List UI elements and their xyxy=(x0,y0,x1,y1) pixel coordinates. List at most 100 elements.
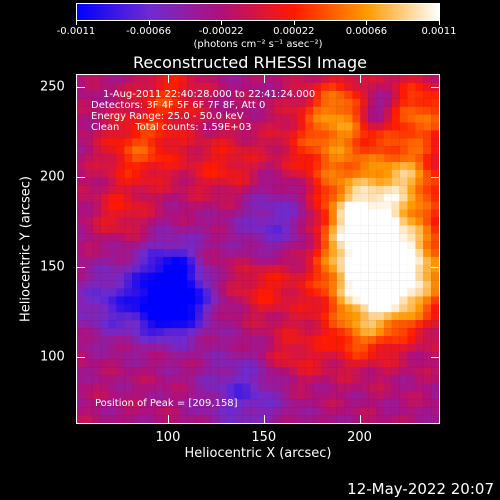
heatmap-cell xyxy=(147,304,156,313)
heatmap-cell xyxy=(124,336,133,345)
heatmap-cell xyxy=(100,272,109,281)
heatmap-cell xyxy=(218,359,227,368)
heatmap-cell xyxy=(132,288,141,297)
heatmap-cell xyxy=(376,288,385,297)
heatmap-cell xyxy=(116,359,125,368)
heatmap-cell xyxy=(234,359,243,368)
heatmap-cell xyxy=(281,146,290,155)
heatmap-cell xyxy=(281,351,290,360)
heatmap-cell xyxy=(399,391,408,400)
heatmap-cell xyxy=(139,201,148,210)
heatmap-cell xyxy=(84,367,93,376)
heatmap-cell xyxy=(139,256,148,265)
heatmap-cell xyxy=(77,343,86,352)
heatmap-cell xyxy=(423,217,432,226)
heatmap-cell xyxy=(415,193,424,202)
heatmap-cell xyxy=(139,169,148,178)
heatmap-cell xyxy=(139,280,148,289)
colorbar-tick-label: 0.00022 xyxy=(273,26,315,37)
heatmap-cell xyxy=(132,217,141,226)
heatmap-cell xyxy=(155,256,164,265)
heatmap-cell xyxy=(265,225,274,234)
heatmap-cell xyxy=(328,146,337,155)
heatmap-cell xyxy=(218,114,227,123)
heatmap-cell xyxy=(202,256,211,265)
heatmap-cell xyxy=(391,336,400,345)
heatmap-cell xyxy=(399,375,408,384)
heatmap-cell xyxy=(242,399,251,408)
heatmap-cell xyxy=(187,375,196,384)
heatmap-cell xyxy=(84,280,93,289)
heatmap-cell xyxy=(281,367,290,376)
heatmap-cell xyxy=(336,328,345,337)
heatmap-cell xyxy=(84,249,93,258)
heatmap-cell xyxy=(187,217,196,226)
heatmap-cell xyxy=(305,256,314,265)
heatmap-cell xyxy=(368,177,377,186)
heatmap-cell xyxy=(258,336,267,345)
heatmap-cell xyxy=(320,391,329,400)
heatmap-cell xyxy=(281,225,290,234)
heatmap-cell xyxy=(195,312,204,321)
heatmap-cell xyxy=(116,90,125,99)
heatmap-cell xyxy=(92,209,101,218)
heatmap-cell xyxy=(273,415,282,423)
heatmap-cell xyxy=(305,359,314,368)
heatmap-cell xyxy=(344,233,353,242)
heatmap-cell xyxy=(132,399,141,408)
heatmap-cell xyxy=(226,249,235,258)
heatmap-cell xyxy=(132,225,141,234)
heatmap-cell xyxy=(258,233,267,242)
heatmap-cell xyxy=(391,217,400,226)
heatmap-cell xyxy=(226,82,235,91)
heatmap-cell xyxy=(352,367,361,376)
heatmap-cell xyxy=(163,375,172,384)
heatmap-cell xyxy=(273,209,282,218)
heatmap-cell xyxy=(234,383,243,392)
heatmap-cell xyxy=(92,264,101,273)
heatmap-cell xyxy=(305,122,314,131)
heatmap-cell xyxy=(376,209,385,218)
heatmap-cell xyxy=(187,209,196,218)
heatmap-cell xyxy=(368,122,377,131)
heatmap-cell xyxy=(250,351,259,360)
heatmap-cell xyxy=(320,351,329,360)
heatmap-cell xyxy=(313,296,322,305)
heatmap-cell xyxy=(328,162,337,171)
heatmap-cell xyxy=(250,383,259,392)
heatmap-cell xyxy=(258,320,267,329)
heatmap-cell xyxy=(108,193,117,202)
heatmap-cell xyxy=(344,75,353,84)
heatmap-cell xyxy=(265,280,274,289)
heatmap-cell xyxy=(431,98,439,107)
heatmap-cell xyxy=(234,177,243,186)
heatmap-cell xyxy=(195,351,204,360)
heatmap-cell xyxy=(407,359,416,368)
heatmap-cell xyxy=(234,75,243,84)
heatmap-cell xyxy=(171,122,180,131)
heatmap-cell xyxy=(383,359,392,368)
heatmap-cell xyxy=(234,328,243,337)
heatmap-cell xyxy=(360,162,369,171)
heatmap-cell xyxy=(399,169,408,178)
heatmap-cell xyxy=(336,367,345,376)
heatmap-cell xyxy=(281,75,290,84)
heatmap-cell xyxy=(273,272,282,281)
heatmap-cell xyxy=(187,193,196,202)
heatmap-cell xyxy=(210,122,219,131)
heatmap-cell xyxy=(202,154,211,163)
heatmap-cell xyxy=(313,177,322,186)
heatmap-cell xyxy=(108,359,117,368)
heatmap-cell xyxy=(147,249,156,258)
heatmap-cell xyxy=(84,304,93,313)
heatmap-cell xyxy=(100,399,109,408)
heatmap-cell xyxy=(431,193,439,202)
heatmap-cell xyxy=(250,296,259,305)
heatmap-cell xyxy=(265,312,274,321)
heatmap-cell xyxy=(163,312,172,321)
heatmap-cell xyxy=(360,90,369,99)
heatmap-cell xyxy=(328,130,337,139)
heatmap-cell xyxy=(242,193,251,202)
heatmap-cell xyxy=(250,169,259,178)
heatmap-cell xyxy=(242,407,251,416)
